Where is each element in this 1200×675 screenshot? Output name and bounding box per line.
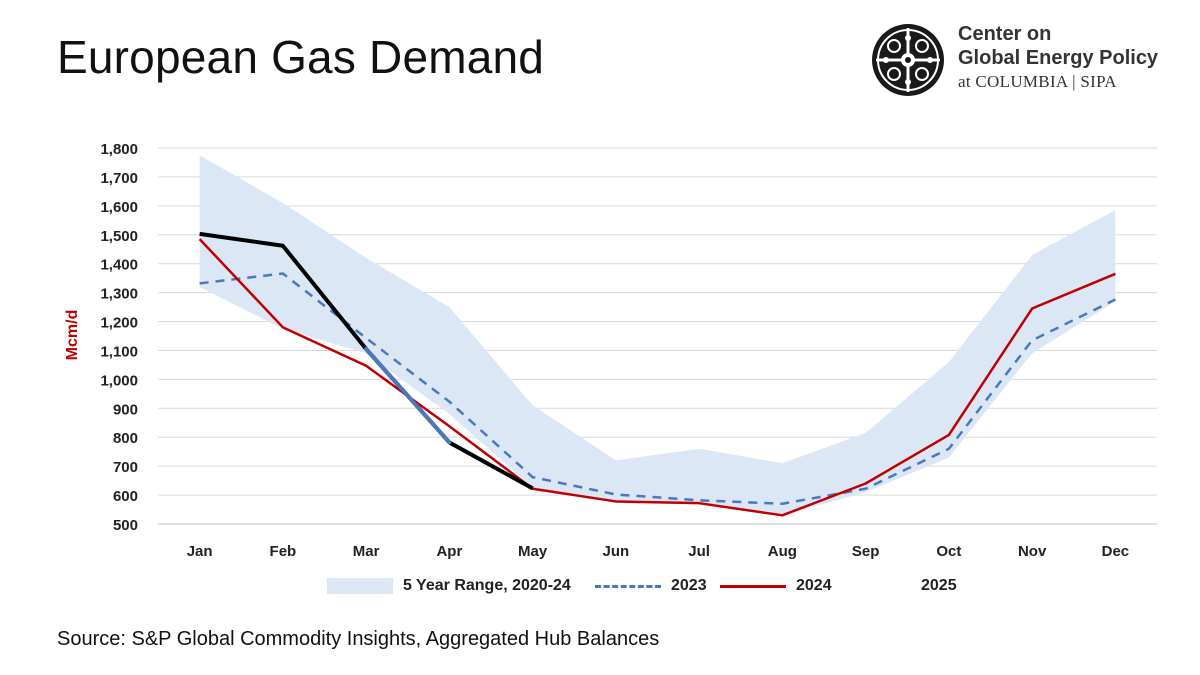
y-tick-label: 800 bbox=[113, 430, 138, 447]
y-tick-label: 1,000 bbox=[100, 372, 138, 389]
legend-swatch-2024 bbox=[720, 584, 786, 588]
y-axis-label: Mcm/d bbox=[64, 310, 81, 361]
x-tick-label: Apr bbox=[436, 543, 462, 560]
legend-swatch-2023 bbox=[595, 584, 661, 588]
y-tick-label: 1,400 bbox=[100, 257, 138, 274]
legend-item-2024: 2024 bbox=[720, 572, 832, 600]
x-tick-label: Sep bbox=[852, 543, 880, 560]
x-tick-label: Aug bbox=[768, 543, 797, 560]
legend-label-2024: 2024 bbox=[796, 577, 832, 594]
x-tick-label: Oct bbox=[936, 543, 961, 560]
legend-item-2025: 2025 bbox=[845, 572, 957, 600]
legend-label-range: 5 Year Range, 2020-24 bbox=[403, 577, 571, 594]
cgep-logo: Center on Global Energy Policy at COLUMB… bbox=[868, 20, 1168, 100]
x-tick-label: Dec bbox=[1102, 543, 1130, 560]
y-tick-label: 1,300 bbox=[100, 286, 138, 303]
x-tick-label: Jul bbox=[688, 543, 710, 560]
y-tick-label: 1,100 bbox=[100, 343, 138, 360]
y-tick-label: 700 bbox=[113, 459, 138, 476]
legend-item-range: 5 Year Range, 2020-24 bbox=[327, 572, 571, 600]
columbia-crown-icon bbox=[872, 24, 944, 96]
legend-swatch-2025 bbox=[845, 585, 911, 588]
series-layer bbox=[198, 231, 1116, 517]
y-tick-label: 1,800 bbox=[100, 141, 138, 158]
legend-label-2025: 2025 bbox=[921, 577, 957, 594]
x-tick-label: Jan bbox=[187, 543, 213, 560]
y-tick-label: 1,500 bbox=[100, 228, 138, 245]
y-tick-label: 500 bbox=[113, 517, 138, 534]
x-tick-label: Mar bbox=[353, 543, 380, 560]
x-tick-label: Jun bbox=[603, 543, 630, 560]
highlight-segment bbox=[364, 347, 452, 445]
y-tick-label: 1,700 bbox=[100, 170, 138, 187]
logo-text: Center on Global Energy Policy at COLUMB… bbox=[958, 22, 1158, 92]
chart-legend: 5 Year Range, 2020-24 2023 2024 2025 bbox=[0, 572, 1200, 600]
range-band-layer bbox=[199, 155, 1116, 516]
x-tick-label: Feb bbox=[270, 543, 297, 560]
axis-layer: 500 600 700 800 900 1,000 1,100 1,200 1,300 1,400… bbox=[100, 141, 1157, 560]
x-tick-label: May bbox=[518, 543, 548, 560]
logo-line-2: Global Energy Policy bbox=[958, 47, 1159, 69]
y-tick-label: 600 bbox=[113, 488, 138, 505]
logo-line-3: at COLUMBIA | SIPA bbox=[958, 72, 1117, 91]
range-band bbox=[199, 155, 1116, 516]
logo-line-1: Center on bbox=[958, 23, 1052, 45]
y-tick-label: 1,600 bbox=[100, 199, 138, 216]
page-title: European Gas Demand bbox=[57, 31, 545, 83]
legend-item-2023: 2023 bbox=[595, 572, 707, 600]
y-tick-label: 1,200 bbox=[100, 315, 138, 332]
y-tick-label: 900 bbox=[113, 401, 138, 418]
legend-label-2023: 2023 bbox=[671, 577, 707, 594]
series-line-2024 bbox=[198, 238, 1116, 517]
series-line-2023 bbox=[199, 272, 1116, 506]
legend-swatch-range bbox=[327, 578, 393, 594]
x-tick-label: Nov bbox=[1018, 543, 1047, 560]
source-note: Source: S&P Global Commodity Insights, A… bbox=[57, 628, 660, 650]
